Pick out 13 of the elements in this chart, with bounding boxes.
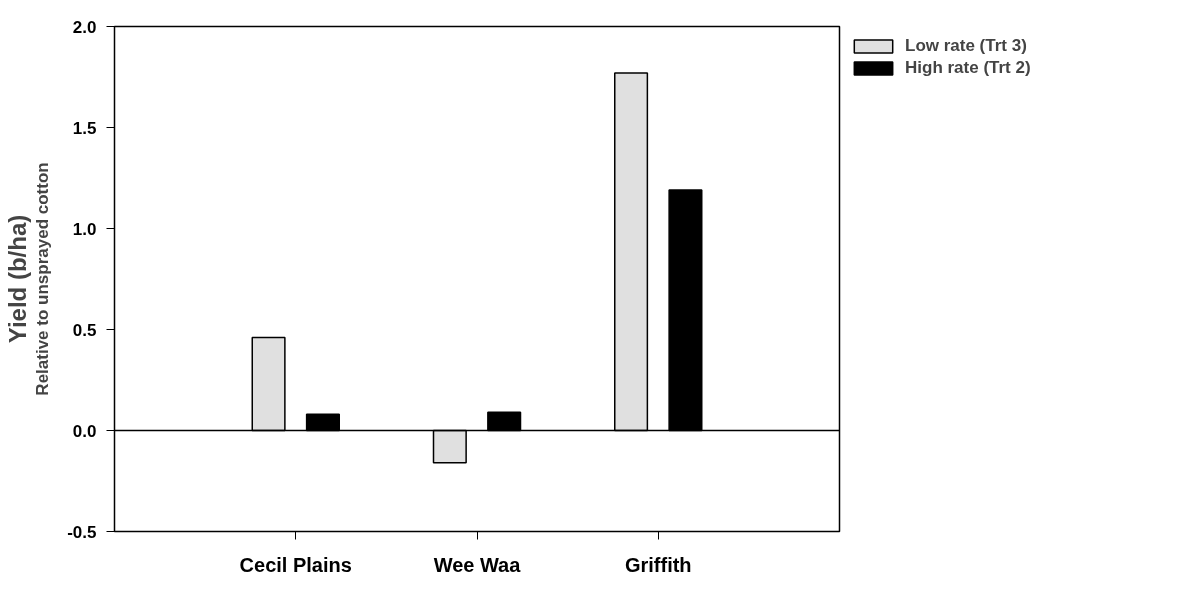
y-tick-label: 0.5 — [72, 320, 97, 340]
legend-label: Low rate (Trt 3) — [905, 36, 1027, 56]
y-tick-label: 2.0 — [72, 17, 97, 37]
y-tick-label: 0.0 — [72, 421, 97, 441]
text: Relative to unsprayed cotton — [33, 162, 53, 396]
y-tick-label: -0.5 — [67, 522, 97, 542]
x-tick-label: Wee Waa — [433, 553, 522, 576]
y-axis-title: Yield (b/ha) — [3, 214, 31, 344]
x-tick-label: Cecil Plains — [239, 553, 352, 576]
x-tick-label: Griffith — [624, 553, 692, 576]
legend-label: High rate (Trt 2) — [905, 58, 1031, 78]
y-tick-label: 1.0 — [72, 219, 97, 239]
y-tick-label: 1.5 — [72, 118, 97, 138]
